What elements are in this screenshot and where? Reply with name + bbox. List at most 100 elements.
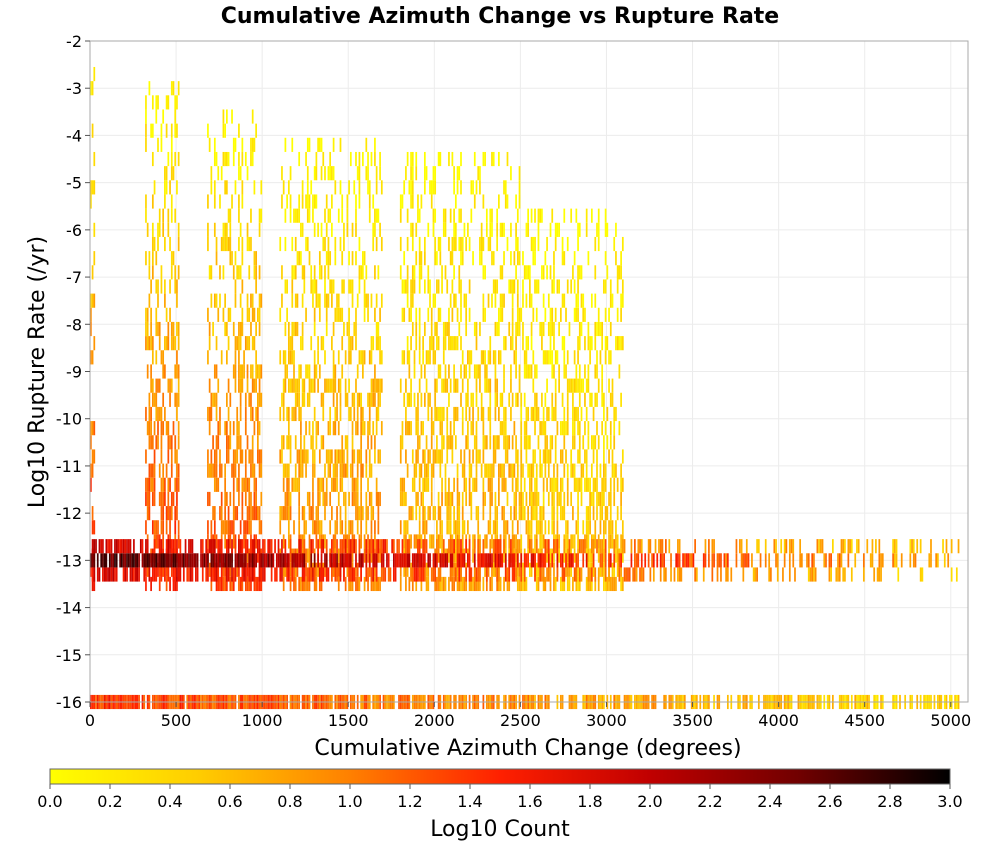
heatmap-cell <box>258 307 261 322</box>
heatmap-cell <box>594 236 597 252</box>
heatmap-cell <box>444 463 447 478</box>
heatmap-cell <box>439 553 442 568</box>
heatmap-cell <box>305 151 307 167</box>
heatmap-cell <box>439 520 442 535</box>
heatmap-cell <box>542 321 545 337</box>
heatmap-cell <box>585 463 588 478</box>
heatmap-cell <box>520 392 523 407</box>
heatmap-cell <box>649 567 652 582</box>
heatmap-cell <box>229 534 232 549</box>
heatmap-cell <box>499 553 502 568</box>
y-tick-label: -4 <box>66 126 82 145</box>
heatmap-cell <box>396 553 399 568</box>
heatmap-cell <box>534 567 536 582</box>
heatmap-cell <box>515 392 517 407</box>
heatmap-cell <box>465 435 468 450</box>
heatmap-cell <box>289 208 292 223</box>
heatmap-cell <box>236 336 239 351</box>
heatmap-cell <box>349 406 352 422</box>
heatmap-cell <box>503 520 505 535</box>
heatmap-cell <box>611 520 614 535</box>
heatmap-cell <box>527 435 529 450</box>
heatmap-cell <box>401 491 404 507</box>
heatmap-cell <box>167 567 170 582</box>
heatmap-cell <box>460 293 462 308</box>
heatmap-cell <box>558 534 560 549</box>
heatmap-cell <box>442 222 445 237</box>
heatmap-cell <box>742 553 745 568</box>
heatmap-cell <box>334 553 337 568</box>
heatmap-cell <box>546 567 548 582</box>
heatmap-cell <box>172 491 175 507</box>
heatmap-cell <box>503 378 505 393</box>
heatmap-cell <box>453 548 455 563</box>
heatmap-cell <box>260 180 263 195</box>
heatmap-cell <box>100 553 103 568</box>
heatmap-cell <box>177 364 180 379</box>
heatmap-cell <box>234 251 237 266</box>
heatmap-cell <box>479 567 481 582</box>
heatmap-cell <box>370 392 373 407</box>
heatmap-cell <box>312 520 314 535</box>
heatmap-cell <box>518 562 521 577</box>
heatmap-cell <box>322 406 325 422</box>
heatmap-cell <box>176 406 178 422</box>
heatmap-cell <box>303 539 306 554</box>
heatmap-cell <box>339 307 342 322</box>
heatmap-cell <box>429 553 431 568</box>
heatmap-cell <box>503 435 505 450</box>
heatmap-cell <box>425 435 428 450</box>
heatmap-cell <box>391 539 393 554</box>
heatmap-cell <box>694 567 696 582</box>
heatmap-cell <box>423 364 426 379</box>
heatmap-cell <box>547 553 550 568</box>
heatmap-cell <box>561 449 564 464</box>
heatmap-cell <box>363 279 366 294</box>
heatmap-cell <box>151 567 154 582</box>
heatmap-cell <box>293 350 295 365</box>
heatmap-cell <box>456 562 459 577</box>
heatmap-cell <box>609 553 612 568</box>
heatmap-cell <box>282 534 285 549</box>
heatmap-cell <box>577 378 579 393</box>
heatmap-cell <box>331 567 333 582</box>
heatmap-cell <box>515 548 517 563</box>
heatmap-cell <box>534 364 536 379</box>
heatmap-cell <box>315 576 318 592</box>
heatmap-cell <box>322 236 325 252</box>
heatmap-cell <box>244 477 247 492</box>
heatmap-cell <box>461 520 464 535</box>
heatmap-cell <box>294 265 297 280</box>
heatmap-cell <box>630 539 633 554</box>
heatmap-cell <box>244 421 247 436</box>
heatmap-cell <box>840 553 843 568</box>
heatmap-cell <box>291 477 294 492</box>
heatmap-cell <box>744 553 746 568</box>
heatmap-cell <box>618 265 621 280</box>
heatmap-cell <box>473 435 476 450</box>
heatmap-cell <box>284 463 287 478</box>
heatmap-cell <box>506 151 509 167</box>
heatmap-cell <box>921 567 924 582</box>
heatmap-cell <box>568 576 571 592</box>
heatmap-cell <box>158 562 161 577</box>
heatmap-cell <box>566 576 569 592</box>
heatmap-cell <box>231 553 233 568</box>
heatmap-cell <box>847 553 850 568</box>
heatmap-cell <box>573 534 576 549</box>
heatmap-cell <box>336 463 338 478</box>
heatmap-cell <box>831 539 834 554</box>
heatmap-cell <box>379 449 381 464</box>
heatmap-cell <box>334 520 337 535</box>
heatmap-cell <box>91 576 94 592</box>
heatmap-cell <box>300 435 302 450</box>
heatmap-cell <box>451 307 454 322</box>
heatmap-cell <box>489 236 492 252</box>
heatmap-cell <box>157 553 159 568</box>
heatmap-cell <box>246 548 249 563</box>
heatmap-cell <box>730 567 733 582</box>
heatmap-cell <box>609 293 612 308</box>
heatmap-cell <box>572 463 574 478</box>
heatmap-cell <box>379 166 381 181</box>
heatmap-cell <box>158 406 161 422</box>
